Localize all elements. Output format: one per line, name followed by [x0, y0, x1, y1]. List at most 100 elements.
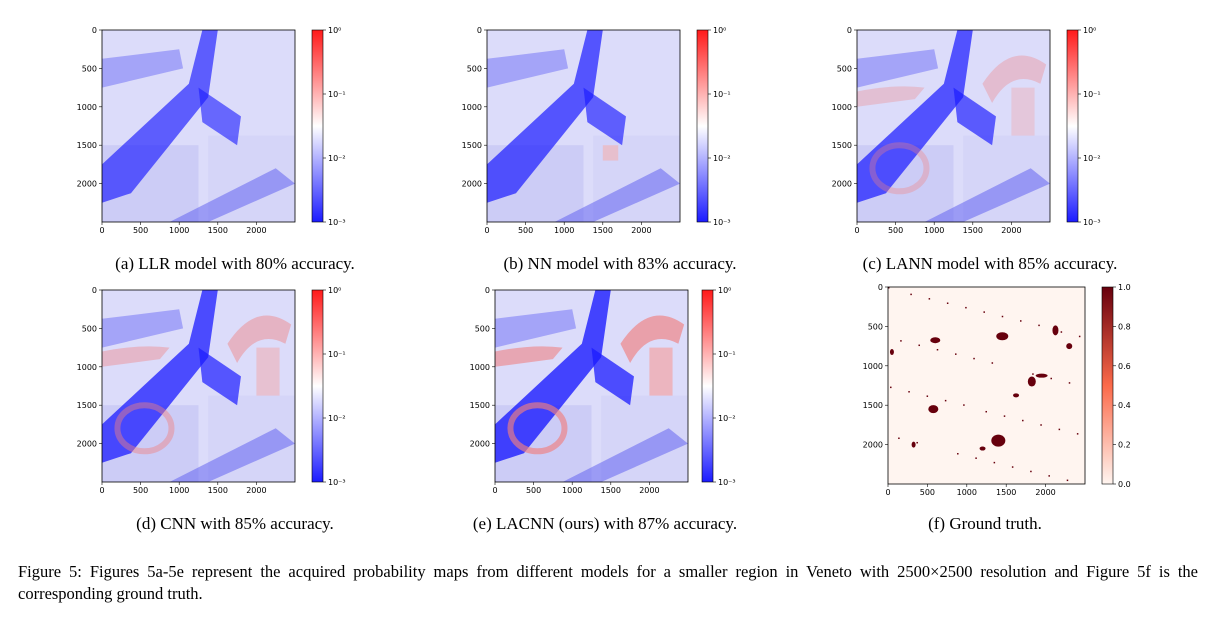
colorbar-tick-label: 1.0: [1118, 283, 1131, 292]
x-tick-label: 2000: [1001, 226, 1021, 235]
map-image-e: [495, 290, 688, 482]
caption-d: (d) CNN with 85% accuracy.: [136, 514, 334, 533]
y-tick-label: 500: [837, 64, 852, 73]
x-tick-label: 500: [133, 486, 148, 495]
x-tick-label: 500: [518, 226, 533, 235]
y-tick-label: 1500: [832, 141, 852, 150]
y-tick-label: 1000: [77, 363, 97, 372]
x-tick-label: 1000: [554, 226, 574, 235]
x-tick-label: 0: [492, 486, 497, 495]
y-tick-label: 500: [475, 324, 490, 333]
plot-f: 0 500 1000 1500 2000 0 500 1000 1500 2000 1.0 0.8 0.…: [863, 283, 1131, 497]
caption-b: (b) NN model with 83% accuracy.: [503, 254, 737, 273]
colorbar-tick-label: 10⁰: [1083, 26, 1096, 35]
colorbar-tick-label: 0.0: [1118, 480, 1131, 489]
x-tick-label: 0: [854, 226, 859, 235]
panel-c-lann: 0 500 1000 1500 2000 0 500 1000 1500 2000 10⁰ 10⁻¹ 1…: [795, 20, 1185, 282]
map-image-b: [487, 30, 680, 222]
y-tick-label: 500: [82, 64, 97, 73]
colorbar-tick-label: 10⁻²: [718, 414, 736, 423]
colorbar-tick-label: 10⁻²: [1083, 154, 1101, 163]
caption-f: (f) Ground truth.: [928, 514, 1042, 533]
x-tick-label: 1500: [601, 486, 621, 495]
colorbar-e: [701, 289, 714, 483]
colorbar-tick-label: 10⁻³: [713, 218, 731, 227]
colorbar-tick-label: 10⁰: [718, 286, 731, 295]
colorbar-tick-label: 10⁻²: [328, 414, 346, 423]
colorbar-d: [311, 289, 324, 483]
colorbar-tick-label: 0.4: [1118, 401, 1131, 410]
colorbar-tick-label: 10⁻³: [1083, 218, 1101, 227]
x-tick-label: 500: [133, 226, 148, 235]
y-tick-label: 1000: [832, 103, 852, 112]
colorbar-tick-label: 10⁻¹: [718, 350, 736, 359]
y-tick-label: 1500: [462, 141, 482, 150]
x-tick-label: 1500: [593, 226, 613, 235]
y-tick-label: 2000: [77, 180, 97, 189]
y-tick-label: 500: [868, 322, 883, 331]
x-tick-label: 500: [526, 486, 541, 495]
x-tick-label: 2000: [246, 486, 266, 495]
y-tick-label: 0: [477, 26, 482, 35]
x-tick-label: 0: [99, 226, 104, 235]
y-tick-label: 500: [467, 64, 482, 73]
caption-a: (a) LLR model with 80% accuracy.: [115, 254, 355, 273]
caption-c: (c) LANN model with 85% accuracy.: [862, 254, 1118, 273]
panel-e-lacnn: 0 500 1000 1500 2000 0 500 1000 1500 2000 10⁰ 10⁻¹ 1…: [410, 280, 800, 542]
colorbar-tick-label: 10⁰: [713, 26, 726, 35]
caption-e: (e) LACNN (ours) with 87% accuracy.: [472, 514, 738, 533]
panel-f-ground-truth: 0 500 1000 1500 2000 0 500 1000 1500 2000 1.0 0.8 0.…: [790, 280, 1180, 542]
x-tick-label: 1000: [169, 486, 189, 495]
x-tick-label: 1000: [562, 486, 582, 495]
x-tick-label: 1000: [957, 488, 977, 497]
colorbar-tick-label: 10⁻³: [328, 218, 346, 227]
panel-b-nn: 0 500 1000 1500 2000 0 500 1000 1500 2000 10⁰ 10⁻¹ 1…: [425, 20, 815, 282]
colorbar-tick-label: 10⁻¹: [328, 350, 346, 359]
x-tick-label: 1500: [208, 226, 228, 235]
y-tick-label: 1000: [470, 363, 490, 372]
x-tick-label: 1500: [963, 226, 983, 235]
y-tick-label: 2000: [832, 180, 852, 189]
colorbar-f: [1101, 286, 1114, 485]
x-tick-label: 1500: [996, 488, 1016, 497]
colorbar-tick-label: 10⁻¹: [1083, 90, 1101, 99]
colorbar-a: [311, 29, 324, 223]
plot-d: 0 500 1000 1500 2000 0 500 1000 1500 2000 10⁰ 10⁻¹ 1…: [77, 286, 346, 495]
colorbar-tick-label: 0.2: [1118, 441, 1131, 450]
x-tick-label: 2000: [631, 226, 651, 235]
y-tick-label: 1500: [77, 141, 97, 150]
y-tick-label: 0: [847, 26, 852, 35]
colorbar-tick-label: 10⁻²: [328, 154, 346, 163]
y-tick-label: 2000: [470, 440, 490, 449]
y-tick-label: 1000: [462, 103, 482, 112]
y-tick-label: 0: [92, 286, 97, 295]
x-tick-label: 0: [99, 486, 104, 495]
x-tick-label: 1500: [208, 486, 228, 495]
colorbar-tick-label: 0.6: [1118, 362, 1131, 371]
colorbar-tick-label: 10⁻¹: [713, 90, 731, 99]
plot-c: 0 500 1000 1500 2000 0 500 1000 1500 2000 10⁰ 10⁻¹ 1…: [832, 26, 1101, 235]
plot-a: 0 500 1000 1500 2000 0 500 1000 1500 2000 10⁰ 10⁻¹ 1…: [77, 26, 346, 235]
y-tick-label: 2000: [863, 441, 883, 450]
map-image-a: [102, 30, 295, 222]
colorbar-tick-label: 0.8: [1118, 322, 1131, 331]
y-tick-label: 2000: [462, 180, 482, 189]
y-tick-label: 1500: [470, 401, 490, 410]
y-tick-label: 1000: [863, 362, 883, 371]
y-tick-label: 0: [878, 283, 883, 292]
colorbar-tick-label: 10⁻³: [718, 478, 736, 487]
colorbar-tick-label: 10⁻²: [713, 154, 731, 163]
x-tick-label: 1000: [924, 226, 944, 235]
colorbar-b: [696, 29, 709, 223]
colorbar-tick-label: 10⁻³: [328, 478, 346, 487]
panel-d-cnn: 0 500 1000 1500 2000 0 500 1000 1500 2000 10⁰ 10⁻¹ 1…: [40, 280, 430, 542]
colorbar-tick-label: 10⁰: [328, 26, 341, 35]
map-image-f: [888, 287, 1085, 484]
x-tick-label: 0: [885, 488, 890, 497]
panel-a-llr: 0 500 1000 1500 2000 0 500 1000 1500 2000 10⁰ 10⁻¹ 1…: [40, 20, 430, 282]
colorbar-tick-label: 10⁰: [328, 286, 341, 295]
y-tick-label: 1500: [863, 401, 883, 410]
y-tick-label: 2000: [77, 440, 97, 449]
y-tick-label: 1000: [77, 103, 97, 112]
x-tick-label: 2000: [639, 486, 659, 495]
